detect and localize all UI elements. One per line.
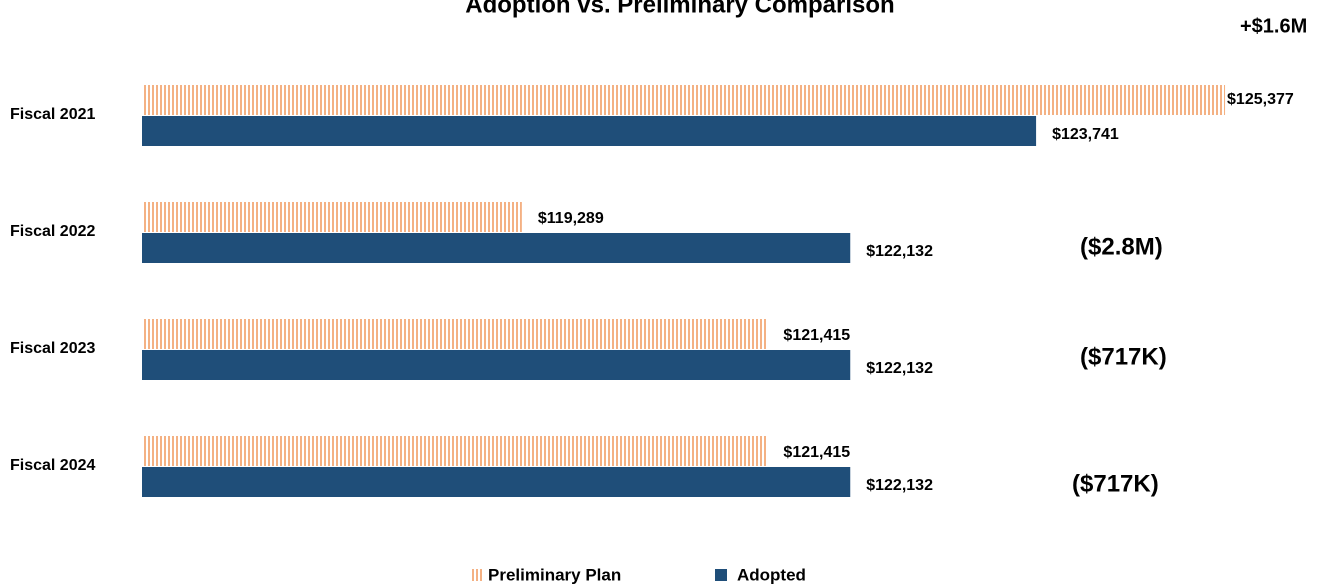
value-label: $121,415 bbox=[783, 444, 850, 461]
annotation: ($2.8M) bbox=[1080, 233, 1163, 260]
value-label: $121,415 bbox=[783, 327, 850, 344]
legend-swatch bbox=[470, 569, 482, 581]
chart-title: Adoption vs. Preliminary Comparison bbox=[465, 0, 894, 18]
annotation: +$1.6M bbox=[1240, 15, 1307, 37]
value-label: $119,289 bbox=[538, 210, 604, 227]
bar bbox=[142, 233, 851, 263]
legend-swatch bbox=[715, 569, 727, 581]
value-label: $125,377 bbox=[1227, 91, 1294, 108]
category-label: Fiscal 2021 bbox=[10, 106, 96, 123]
bar bbox=[142, 467, 851, 497]
annotation: ($717K) bbox=[1072, 470, 1159, 497]
legend-label: Preliminary Plan bbox=[488, 565, 621, 584]
value-label: $123,741 bbox=[1052, 126, 1119, 143]
category-label: Fiscal 2023 bbox=[10, 340, 96, 357]
annotation: ($717K) bbox=[1080, 343, 1167, 370]
legend-label: Adopted bbox=[737, 565, 806, 584]
value-label: $122,132 bbox=[866, 243, 933, 260]
category-label: Fiscal 2022 bbox=[10, 223, 96, 240]
value-label: $122,132 bbox=[866, 477, 933, 494]
bar bbox=[142, 85, 1226, 115]
bar bbox=[142, 319, 768, 349]
bar bbox=[142, 350, 851, 380]
bar bbox=[142, 202, 522, 232]
category-label: Fiscal 2024 bbox=[10, 457, 96, 474]
value-label: $122,132 bbox=[866, 360, 933, 377]
bar bbox=[142, 116, 1037, 146]
bar bbox=[142, 436, 768, 466]
